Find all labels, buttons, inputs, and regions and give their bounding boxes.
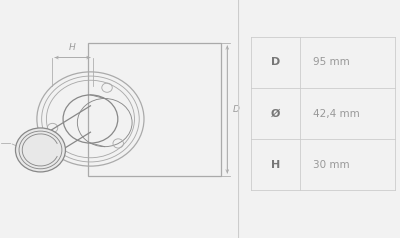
- Text: 95 mm: 95 mm: [312, 57, 349, 68]
- Ellipse shape: [16, 128, 66, 172]
- Text: D: D: [271, 57, 280, 68]
- Text: 42,4 mm: 42,4 mm: [312, 109, 359, 119]
- Text: Ø: Ø: [270, 109, 280, 119]
- Text: H: H: [69, 43, 76, 52]
- Text: D: D: [233, 105, 240, 114]
- Text: H: H: [271, 160, 280, 170]
- Text: 30 mm: 30 mm: [312, 160, 349, 170]
